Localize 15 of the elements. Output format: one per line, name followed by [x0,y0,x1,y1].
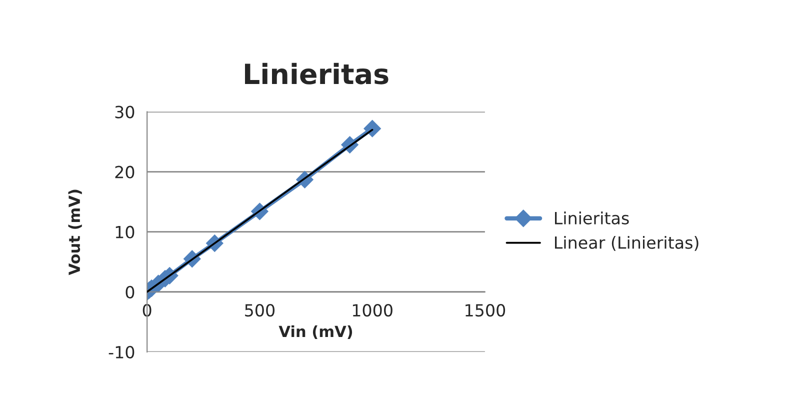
x-tick-label: 0 [142,304,152,317]
y-axis-title: Vout (mV) [68,190,82,276]
x-tick-label: 500 [245,304,274,317]
y-tick-label: -10 [108,346,134,358]
x-axis-title: Vin (mV) [278,325,352,339]
x-tick-label: 1000 [352,304,392,317]
x-tick-label: 1500 [466,304,506,317]
y-tick-label: 10 [116,226,134,238]
point [364,120,381,138]
legend-label: Linieritas [555,212,629,224]
chart-title: Linieritas [244,62,388,84]
y-tick-label: 0 [126,286,134,298]
y-tick-label: 20 [115,166,134,178]
legend-label: Linear (Linieritas) [555,236,698,251]
y-tick-label: 30 [115,106,134,118]
